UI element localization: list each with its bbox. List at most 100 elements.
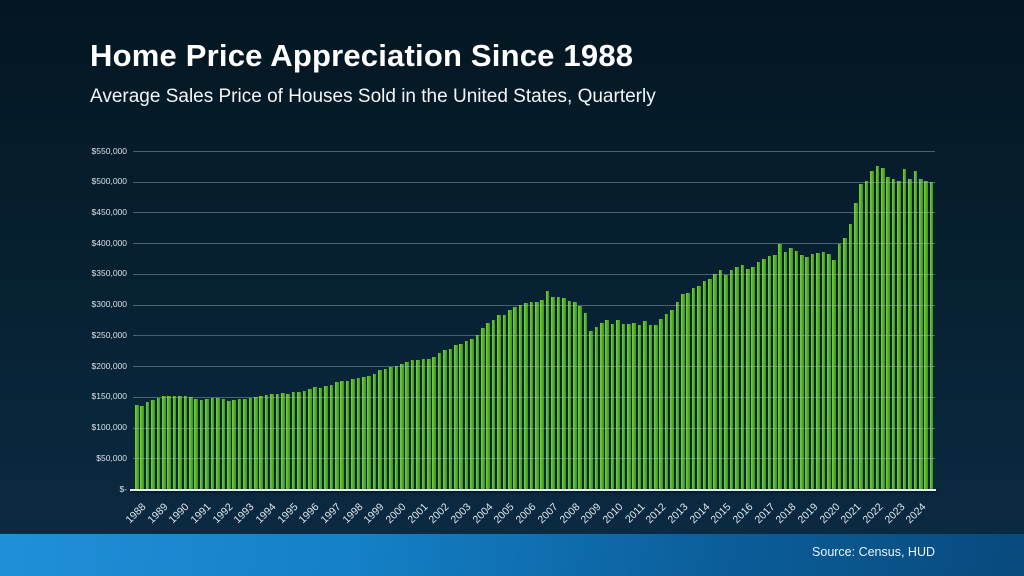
bar-2015-q3 xyxy=(729,270,734,489)
bar-2017-q3 xyxy=(772,254,777,489)
bar-2013-q1 xyxy=(675,301,680,489)
bar-1994-q1 xyxy=(264,395,269,489)
bar-2001-q4 xyxy=(432,356,436,489)
x-axis-labels: 1988 1989 1990 1991 1992 1993 1994 1995 1996 1997… xyxy=(123,493,993,535)
bar-2000-q4 xyxy=(410,359,415,489)
bar-2010-q3 xyxy=(621,323,626,489)
bar-2013-q4 xyxy=(691,288,696,489)
bar-2002-q4 xyxy=(453,345,458,489)
bar-2004-q1 xyxy=(481,328,485,489)
gridline xyxy=(133,396,935,398)
bar-2001-q2 xyxy=(421,358,426,489)
bar-1995-q1 xyxy=(286,394,290,489)
bar-2018-q2 xyxy=(789,248,793,489)
bar-1989-q1 xyxy=(156,398,161,489)
bar-2021-q3 xyxy=(859,184,864,489)
bar-2008-q1 xyxy=(567,300,572,489)
gridline xyxy=(133,458,935,460)
bar-2022-q4 xyxy=(886,177,891,489)
bar-2008-q2 xyxy=(572,302,577,489)
bar-1994-q2 xyxy=(270,394,274,489)
bar-2007-q2 xyxy=(551,296,555,489)
bar-1994-q4 xyxy=(280,392,285,489)
bar-1997-q4 xyxy=(345,380,350,489)
bar-1992-q3 xyxy=(232,399,236,489)
bar-2010-q1 xyxy=(610,324,615,489)
bar-2024-q2 xyxy=(918,179,923,489)
bar-2019-q4 xyxy=(821,252,826,489)
bar-2016-q2 xyxy=(745,269,750,489)
y-tick-label: $450,000 xyxy=(91,206,127,217)
bar-2003-q2 xyxy=(464,340,469,489)
bar-2011-q4 xyxy=(648,324,653,489)
bar-1998-q1 xyxy=(351,379,355,489)
bar-1999-q1 xyxy=(372,373,377,489)
bar-2009-q2 xyxy=(594,327,599,489)
bar-2021-q4 xyxy=(864,181,869,489)
bar-2003-q3 xyxy=(470,339,474,489)
page-subtitle: Average Sales Price of Houses Sold in th… xyxy=(90,86,656,107)
y-tick-label: $- xyxy=(119,483,127,494)
bar-2005-q3 xyxy=(513,307,518,489)
bar-2019-q2 xyxy=(810,254,815,489)
bar-2012-q4 xyxy=(670,309,674,489)
bar-2002-q3 xyxy=(448,348,453,489)
gridline xyxy=(133,151,935,152)
bar-1988-q4 xyxy=(151,400,155,489)
bar-1993-q2 xyxy=(248,398,253,489)
bar-1989-q2 xyxy=(162,396,166,489)
y-tick-label: $550,000 xyxy=(91,145,127,156)
bar-1996-q4 xyxy=(324,386,328,489)
bars-container xyxy=(135,151,935,489)
bar-2014-q2 xyxy=(702,281,707,489)
bar-2000-q1 xyxy=(394,365,399,489)
bar-1992-q2 xyxy=(226,400,231,489)
bar-1996-q1 xyxy=(308,388,312,489)
bar-2001-q3 xyxy=(426,358,431,489)
bar-2004-q4 xyxy=(497,315,501,489)
bar-2017-q4 xyxy=(778,244,782,489)
bar-1997-q1 xyxy=(329,384,334,489)
bar-1990-q2 xyxy=(183,396,188,489)
bar-2023-q2 xyxy=(897,180,901,489)
bar-1988-q1 xyxy=(135,404,139,489)
bar-1996-q3 xyxy=(318,387,323,489)
y-tick-label: $200,000 xyxy=(91,360,127,371)
bar-2003-q4 xyxy=(475,334,480,489)
y-tick-label: $50,000 xyxy=(96,452,127,463)
bar-2008-q3 xyxy=(578,305,582,489)
bar-1992-q1 xyxy=(221,399,226,489)
y-tick-label: $350,000 xyxy=(91,268,127,279)
bar-1995-q4 xyxy=(302,390,307,489)
bar-2018-q3 xyxy=(794,250,799,489)
gridline xyxy=(133,212,935,214)
bar-2021-q1 xyxy=(848,224,853,489)
bar-1991-q4 xyxy=(216,398,220,489)
bar-2014-q1 xyxy=(697,285,701,489)
bar-2020-q4 xyxy=(843,238,847,489)
bar-1991-q1 xyxy=(199,399,204,489)
bar-2012-q3 xyxy=(664,313,669,489)
bar-2011-q2 xyxy=(637,324,642,489)
bar-2019-q3 xyxy=(816,253,820,489)
bar-2002-q2 xyxy=(443,350,447,489)
gridline xyxy=(133,366,935,368)
gridline xyxy=(133,304,935,306)
bar-2005-q4 xyxy=(518,304,523,489)
bar-2024-q4 xyxy=(929,181,934,489)
bar-1994-q3 xyxy=(275,393,280,489)
gridline xyxy=(133,273,935,275)
bar-1990-q3 xyxy=(189,397,193,489)
bar-2012-q1 xyxy=(654,325,658,489)
bar-2006-q2 xyxy=(529,301,534,489)
bar-2016-q3 xyxy=(751,266,755,489)
bar-2022-q2 xyxy=(875,166,880,489)
bar-2009-q1 xyxy=(589,331,593,489)
y-tick-label: $300,000 xyxy=(91,299,127,310)
bar-2022-q3 xyxy=(881,167,885,489)
bar-2021-q2 xyxy=(854,202,858,489)
bar-2023-q1 xyxy=(891,179,896,489)
bar-2000-q2 xyxy=(399,363,404,489)
bar-2016-q1 xyxy=(740,265,745,489)
bar-2003-q1 xyxy=(459,344,463,489)
